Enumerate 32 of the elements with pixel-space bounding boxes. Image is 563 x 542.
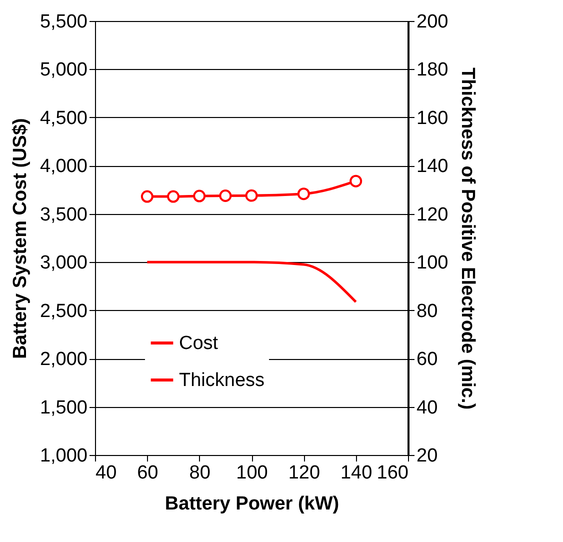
y2-tick-label: 80 bbox=[416, 300, 438, 322]
y-tick-label: 5,000 bbox=[40, 60, 88, 81]
y-tick-label: 3,000 bbox=[40, 252, 88, 274]
y2-tick-label: 40 bbox=[416, 397, 438, 418]
y2-tick-label: 100 bbox=[416, 252, 448, 274]
y2-tick-label: 200 bbox=[416, 12, 448, 32]
x-tick-label: 40 bbox=[96, 462, 117, 484]
y2-tick-label: 160 bbox=[416, 108, 448, 129]
legend-label: Cost bbox=[179, 333, 219, 354]
y2-tick-label: 20 bbox=[416, 446, 438, 466]
x-tick-label: 160 bbox=[376, 462, 408, 484]
y2-tick-label: 180 bbox=[416, 60, 448, 81]
legend-label: Thickness bbox=[179, 370, 265, 391]
y-tick-label: 1,500 bbox=[40, 397, 88, 418]
y-tick-label: 5,500 bbox=[40, 12, 88, 32]
y-tick-label: 4,000 bbox=[40, 156, 88, 178]
y-tick-label: 1,000 bbox=[40, 446, 88, 466]
x-tick-label: 120 bbox=[288, 462, 320, 484]
y-tick-label: 2,500 bbox=[40, 300, 88, 322]
x-tick-label: 100 bbox=[236, 462, 268, 484]
x-tick-label: 80 bbox=[189, 462, 210, 484]
x-tick-label: 140 bbox=[340, 462, 372, 484]
y-tick-label: 4,500 bbox=[40, 108, 88, 129]
y-axis-title: Battery System Cost (US$) bbox=[10, 118, 31, 359]
y2-tick-label: 140 bbox=[416, 156, 448, 178]
y2-tick-label: 120 bbox=[416, 204, 448, 226]
x-tick-label: 60 bbox=[137, 462, 158, 484]
x-axis-title: Battery Power (kW) bbox=[164, 494, 340, 514]
y-tick-label: 2,000 bbox=[40, 349, 88, 370]
y2-axis-title: Thickness of Positive Electrode (mic.) bbox=[457, 67, 478, 410]
y2-tick-label: 60 bbox=[416, 349, 438, 370]
y-tick-label: 3,500 bbox=[40, 204, 88, 226]
